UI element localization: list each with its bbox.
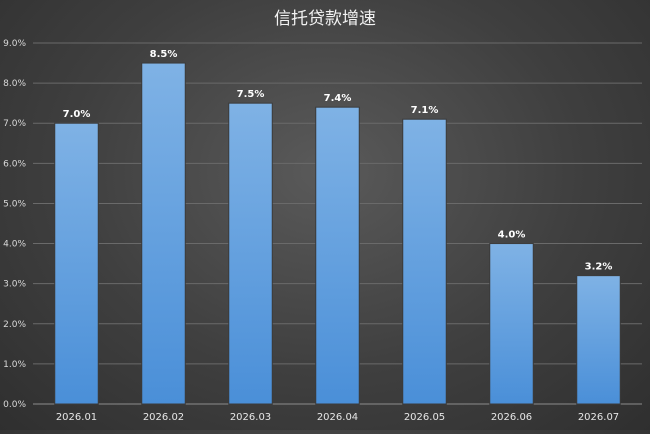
x-tick-label: 2026.06 [491, 412, 532, 423]
bar-2026.01 [54, 122, 99, 405]
bars [54, 62, 621, 405]
x-tick-label: 2026.05 [404, 412, 445, 423]
y-tick-label: 3.0% [3, 280, 26, 290]
y-tick-label: 6.0% [3, 159, 26, 169]
x-tick-label: 2026.07 [578, 412, 619, 423]
bar-2026.06 [489, 243, 534, 405]
data-label: 7.5% [237, 89, 265, 100]
y-tick-label: 5.0% [3, 199, 26, 209]
x-tick-label: 2026.03 [230, 412, 271, 423]
x-tick-label: 2026.01 [56, 412, 97, 423]
data-label: 7.1% [411, 105, 439, 116]
y-tick-label: 7.0% [3, 119, 26, 129]
y-axis-ticks: 0.0% 1.0% 2.0% 3.0% 4.0% 5.0% 6.0% 7.0% 8.0% 9.0% [3, 39, 26, 410]
bar-2026.04 [315, 106, 360, 405]
bar-2026.02 [141, 62, 186, 405]
data-labels: 7.0% 8.5% 7.5% 7.4% 7.1% 4.0% 3.2% [63, 49, 613, 273]
data-label: 7.0% [63, 109, 91, 120]
data-label: 4.0% [498, 230, 526, 241]
data-label: 3.2% [585, 262, 613, 273]
x-tick-label: 2026.02 [143, 412, 184, 423]
y-tick-label: 9.0% [3, 39, 26, 49]
x-tick-label: 2026.04 [317, 412, 358, 423]
y-tick-label: 1.0% [3, 360, 26, 370]
y-tick-label: 0.0% [3, 400, 26, 410]
y-tick-label: 4.0% [3, 240, 26, 250]
y-tick-label: 2.0% [3, 320, 26, 330]
y-tick-label: 8.0% [3, 79, 26, 89]
bar-2026.07 [576, 275, 621, 405]
data-label: 7.4% [324, 93, 352, 104]
chart-title: 信托贷款增速 [274, 9, 376, 29]
x-axis-ticks: 2026.01 2026.02 2026.03 2026.04 2026.05 2026.… [56, 412, 619, 423]
bar-2026.03 [228, 102, 273, 405]
data-label: 8.5% [150, 49, 178, 60]
bar-2026.05 [402, 118, 447, 405]
